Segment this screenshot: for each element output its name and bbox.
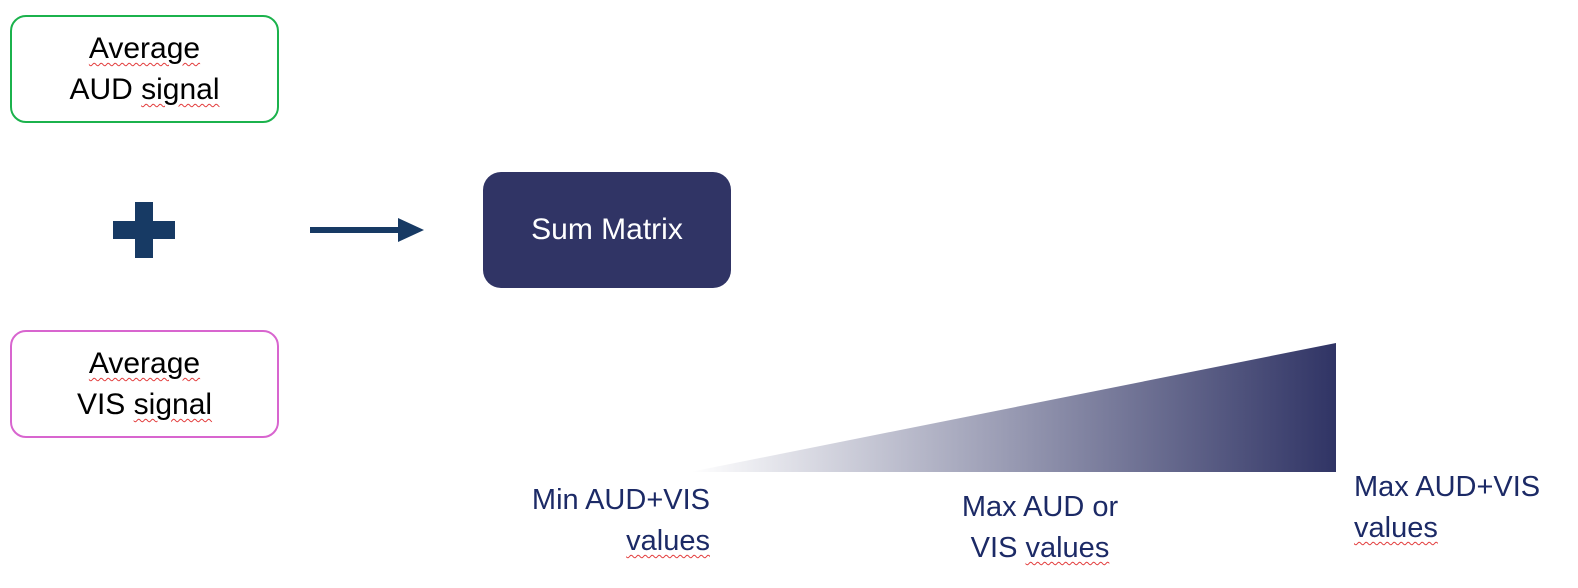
vis-box-line-1: Average bbox=[89, 343, 200, 384]
vis-box-signal-text: signal bbox=[133, 388, 213, 421]
gradient-wedge bbox=[690, 343, 1336, 472]
min-label-line-1: Min AUD+VIS bbox=[531, 484, 710, 516]
mid-label-line-1: Max AUD or bbox=[961, 491, 1119, 523]
aud-box-line-2: AUD signal bbox=[69, 69, 219, 110]
min-aud-vis-label: Min AUD+VIS values bbox=[470, 480, 710, 562]
vis-box-line-2: VIS signal bbox=[77, 384, 212, 425]
max-label-line-2: values bbox=[1354, 512, 1438, 544]
average-aud-signal-box: Average AUD signal bbox=[10, 15, 279, 123]
max-aud-or-vis-label: Max AUD or VIS values bbox=[920, 487, 1160, 569]
max-label-line-1: Max AUD+VIS bbox=[1354, 471, 1541, 503]
vis-box-vis-text: VIS bbox=[76, 388, 134, 421]
arrow-right-icon bbox=[310, 218, 424, 242]
mid-label-values-text: values bbox=[1025, 532, 1110, 564]
aud-box-aud-text: AUD bbox=[69, 73, 142, 106]
min-label-line-2: values bbox=[626, 525, 710, 557]
value-scale-gradient bbox=[690, 343, 1336, 472]
sum-matrix-label: Sum Matrix bbox=[531, 213, 683, 246]
plus-icon bbox=[113, 202, 175, 258]
max-aud-vis-label: Max AUD+VIS values bbox=[1354, 467, 1574, 549]
aud-box-signal-text: signal bbox=[141, 73, 220, 106]
aud-box-average-text: Average bbox=[88, 32, 201, 65]
average-vis-signal-box: Average VIS signal bbox=[10, 330, 279, 438]
aud-box-line-1: Average bbox=[89, 28, 200, 69]
mid-label-vis-text: VIS bbox=[970, 532, 1026, 564]
vis-box-average-text: Average bbox=[88, 347, 201, 380]
sum-matrix-box: Sum Matrix bbox=[483, 172, 731, 288]
